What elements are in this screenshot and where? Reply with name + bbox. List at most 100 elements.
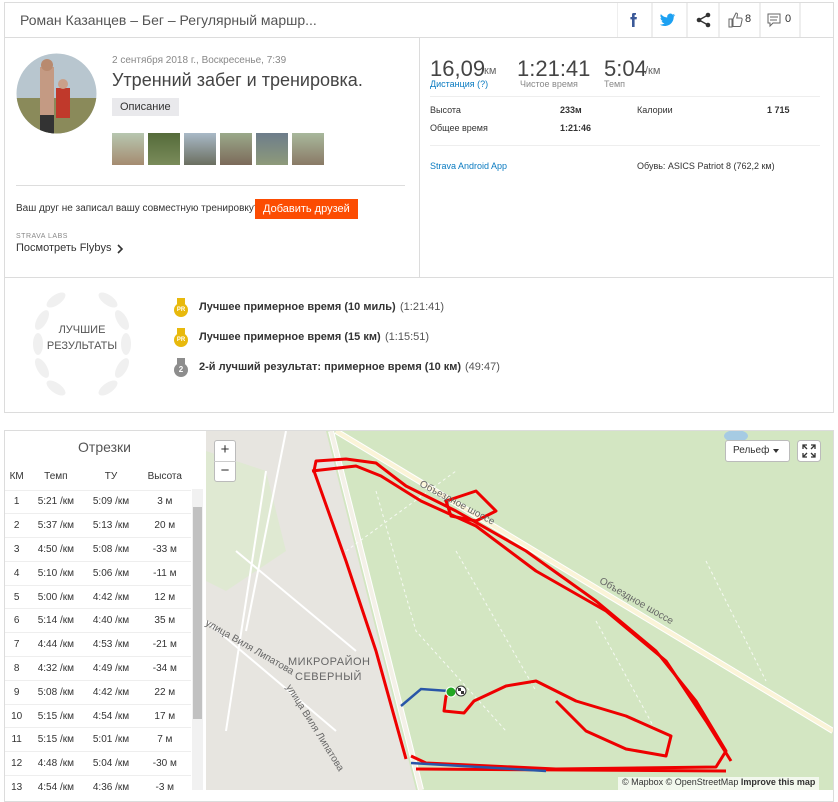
- activity-title: Утренний забег и тренировка.: [112, 70, 363, 90]
- split-cell: 5:00 /км: [28, 584, 84, 609]
- split-cell: -34 м: [138, 656, 191, 681]
- split-cell: 5:08 /км: [28, 679, 84, 705]
- kudos-icon[interactable]: [728, 12, 743, 28]
- photo[interactable]: [148, 133, 180, 165]
- zoom-out[interactable]: −: [214, 461, 236, 479]
- achievement-title: 2-й лучший результат: примерное время (1…: [199, 361, 462, 373]
- achievement-title: Лучшее примерное время (15 км): [199, 331, 381, 343]
- pace-label: Темп: [604, 79, 626, 89]
- split-cell: 5:15 /км: [28, 727, 84, 752]
- medal-icon: PR: [174, 333, 188, 347]
- split-row: 5 5:00 /км 4:42 /км 12 м: [5, 584, 191, 609]
- photo[interactable]: [256, 133, 288, 165]
- split-cell: 4:44 /км: [28, 632, 84, 657]
- zoom-in[interactable]: +: [220, 441, 230, 458]
- facebook-icon[interactable]: [630, 13, 637, 27]
- medal-icon: 2: [174, 363, 188, 377]
- split-cell: -3 м: [138, 775, 191, 800]
- split-cell: 3: [5, 537, 29, 562]
- split-cell: 9: [5, 679, 29, 705]
- split-cell: -11 м: [138, 560, 191, 586]
- distance-unit: км: [484, 65, 497, 77]
- split-row: 3 4:50 /км 5:08 /км -33 м: [5, 537, 191, 562]
- split-cell: 5:09 /км: [83, 489, 139, 514]
- activity-date: 2 сентября 2018 г., Воскресенье, 7:39: [112, 55, 287, 66]
- divider: [16, 185, 405, 186]
- split-cell: 7 м: [138, 727, 191, 752]
- activity-panel: [4, 37, 834, 413]
- detail-value: 1:21:46: [560, 123, 592, 133]
- split-row: 7 4:44 /км 4:53 /км -21 м: [5, 632, 191, 657]
- split-cell: 20 м: [138, 513, 191, 538]
- map-label: МИКРОРАЙОН: [288, 656, 371, 668]
- kudos-count[interactable]: 8: [745, 13, 752, 25]
- split-cell: 7: [5, 632, 29, 657]
- share-icon[interactable]: [696, 12, 711, 28]
- shoes: Обувь: ASICS Patriot 8 (762,2 км): [637, 161, 775, 171]
- split-cell: 4:54 /км: [28, 775, 84, 800]
- photo[interactable]: [184, 133, 216, 165]
- moving-time-value: 1:21:41: [517, 56, 591, 81]
- avatar[interactable]: [16, 53, 97, 134]
- detail-value: 1 715: [767, 105, 790, 115]
- layer-button[interactable]: Рельеф: [733, 445, 770, 456]
- split-row: 4 5:10 /км 5:06 /км -11 м: [5, 560, 191, 586]
- flybys-link[interactable]: Посмотреть Flybys: [16, 242, 112, 254]
- map-label: СЕВЕРНЫЙ: [295, 671, 362, 683]
- twitter-icon[interactable]: [659, 13, 676, 26]
- divider: [419, 38, 420, 277]
- split-cell: 5:10 /км: [28, 560, 84, 586]
- column-header: Высота: [147, 471, 182, 483]
- split-cell: -30 м: [138, 751, 191, 776]
- column-header: КМ: [9, 471, 24, 483]
- photo[interactable]: [292, 133, 324, 165]
- split-cell: 8: [5, 656, 29, 681]
- detail-label: Общее время: [430, 123, 488, 133]
- split-cell: 4:42 /км: [83, 584, 139, 609]
- distance-label[interactable]: Дистанция (?): [430, 79, 489, 89]
- split-row: 11 5:15 /км 5:01 /км 7 м: [5, 727, 191, 752]
- achievement-title: Лучшее примерное время (10 миль): [199, 301, 396, 313]
- improve-map-link[interactable]: Improve this map: [740, 777, 816, 787]
- photo[interactable]: [220, 133, 252, 165]
- distance-value: 16,09: [430, 56, 486, 81]
- medal-ribbon: [177, 328, 185, 334]
- split-cell: 4:53 /км: [83, 632, 139, 657]
- split-cell: 17 м: [138, 703, 191, 728]
- split-cell: 11: [5, 727, 29, 752]
- activity-header-title: Роман Казанцев – Бег – Регулярный маршр.…: [20, 12, 317, 28]
- splits-table: КМ Темп ТУ Высота 1 5:21 /км 5:09 /км 3 м 2 5:37 …: [5, 464, 191, 800]
- scrollbar-thumb[interactable]: [193, 507, 202, 719]
- split-cell: 4:50 /км: [28, 537, 84, 562]
- split-cell: 6: [5, 608, 29, 633]
- attribution-box: © Mapbox © OpenStreetMap Improve this ma…: [618, 777, 820, 790]
- divider: [430, 145, 820, 146]
- medal-ribbon: [177, 298, 185, 304]
- detail-label: Калории: [637, 105, 673, 115]
- split-row: 10 5:15 /км 4:54 /км 17 м: [5, 703, 191, 728]
- device-link[interactable]: Strava Android App: [430, 161, 508, 171]
- friend-prompt: Ваш друг не записал вашу совместную трен…: [16, 203, 260, 214]
- split-cell: 5:06 /км: [83, 560, 139, 586]
- chevron-icon: [117, 244, 124, 254]
- description-button[interactable]: Описание: [112, 98, 179, 116]
- comment-count[interactable]: 0: [785, 13, 792, 25]
- splits-title: Отрезки: [78, 439, 131, 455]
- map[interactable]: [206, 431, 833, 790]
- split-cell: 5:15 /км: [28, 703, 84, 728]
- split-row: 12 4:48 /км 5:04 /км -30 м: [5, 751, 191, 776]
- add-friends-button[interactable]: Добавить друзей: [255, 199, 358, 219]
- badge-line: ЛУЧШИЕ: [58, 324, 106, 336]
- attribution: © Mapbox © OpenStreetMap: [622, 777, 739, 787]
- layer-dropdown[interactable]: [725, 440, 790, 462]
- comment-icon[interactable]: [767, 13, 781, 28]
- column-header: Темп: [44, 471, 68, 483]
- fullscreen-button[interactable]: [797, 440, 821, 462]
- divider: [430, 96, 820, 97]
- photo[interactable]: [112, 133, 144, 165]
- split-row: 8 4:32 /км 4:49 /км -34 м: [5, 656, 191, 681]
- split-cell: 5:14 /км: [28, 608, 84, 633]
- split-cell: 4:32 /км: [28, 656, 84, 681]
- split-cell: 13: [5, 775, 29, 800]
- split-cell: 5: [5, 584, 29, 609]
